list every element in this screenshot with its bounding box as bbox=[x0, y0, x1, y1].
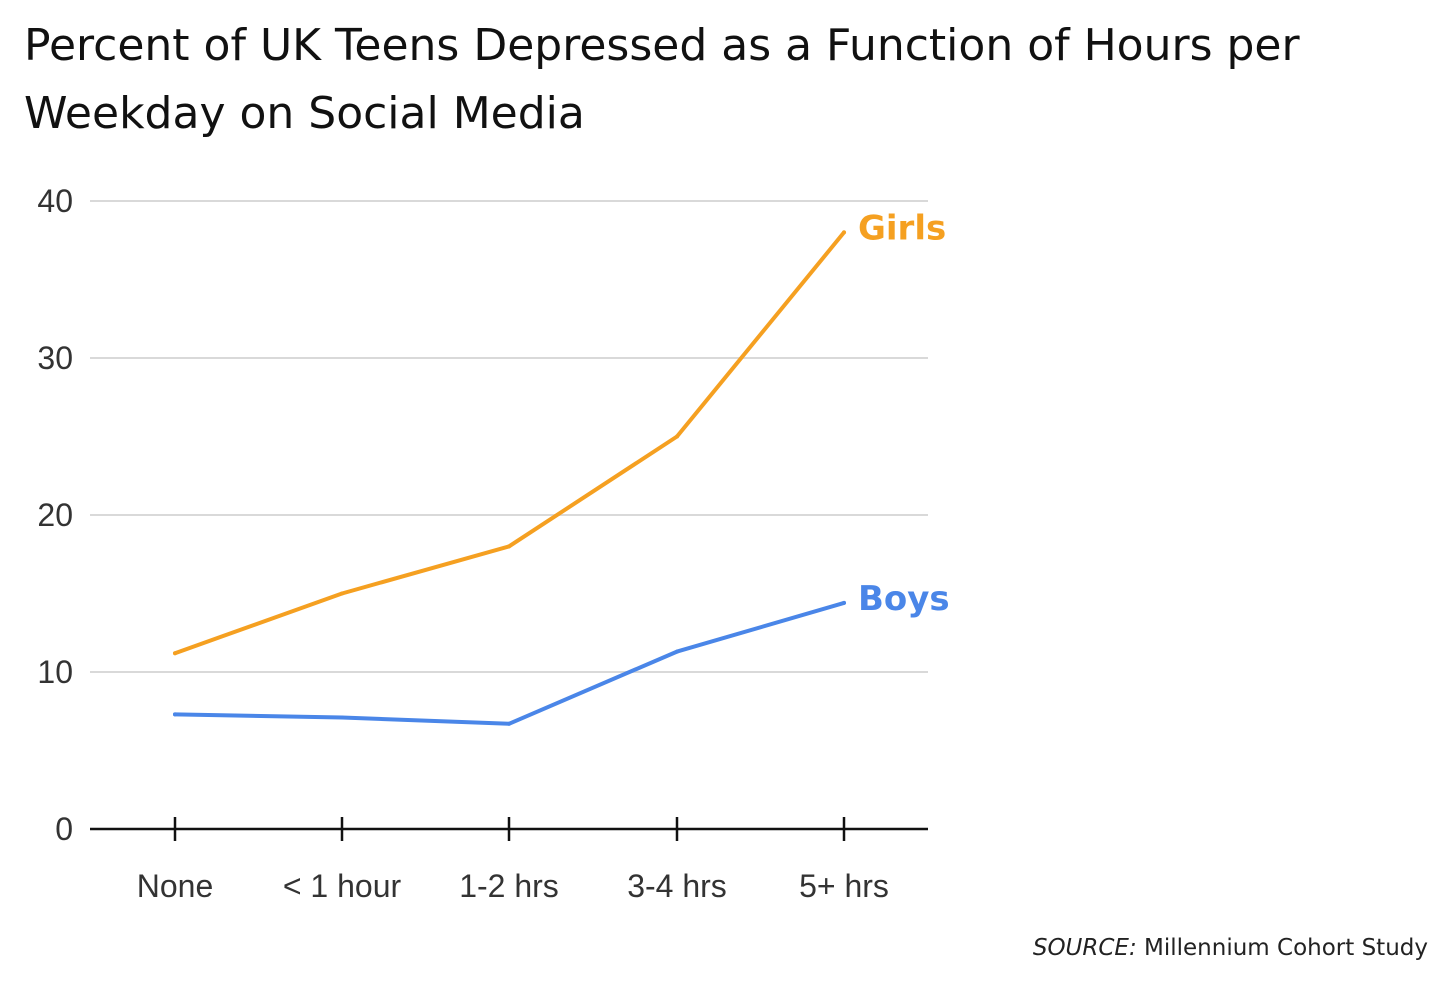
data-point-girls bbox=[340, 591, 344, 596]
y-tick-label-0: 0 bbox=[55, 811, 73, 847]
data-point-boys bbox=[507, 721, 511, 726]
data-point-girls bbox=[507, 544, 511, 549]
series-label-girls: Girls bbox=[858, 208, 946, 248]
x-tick-label: < 1 hour bbox=[283, 868, 402, 904]
data-point-boys bbox=[173, 712, 177, 717]
series-labels: Girls Boys bbox=[858, 208, 950, 619]
data-point-girls bbox=[675, 434, 679, 439]
source-name: Millennium Cohort Study bbox=[1137, 935, 1428, 961]
source-note: SOURCE: Millennium Cohort Study bbox=[1033, 935, 1428, 961]
chart-title-line-1: Percent of UK Teens Depressed as a Funct… bbox=[24, 20, 1300, 71]
y-tick-label-30: 30 bbox=[37, 340, 73, 376]
x-tick-label: 3-4 hrs bbox=[627, 868, 727, 904]
x-axis bbox=[90, 817, 928, 841]
data-point-boys bbox=[340, 715, 344, 720]
y-axis-tick-labels: 0 10 20 30 40 bbox=[37, 183, 73, 847]
series-line-girls bbox=[173, 230, 846, 656]
y-tick-label-10: 10 bbox=[37, 654, 73, 690]
series-lines bbox=[173, 230, 846, 726]
gridlines bbox=[90, 200, 928, 673]
x-tick-label: 1-2 hrs bbox=[459, 868, 559, 904]
x-tick-label: 5+ hrs bbox=[799, 868, 889, 904]
x-axis-tick-labels: None < 1 hour 1-2 hrs 3-4 hrs 5+ hrs bbox=[137, 868, 889, 904]
series-label-boys: Boys bbox=[858, 579, 950, 619]
data-point-girls bbox=[842, 230, 846, 235]
source-prefix: SOURCE: bbox=[1033, 935, 1137, 961]
y-tick-label-20: 20 bbox=[37, 497, 73, 533]
series-line-boys bbox=[173, 600, 846, 726]
chart-title-line-2: Weekday on Social Media bbox=[24, 88, 585, 139]
data-point-boys bbox=[842, 600, 846, 605]
data-point-girls bbox=[173, 651, 177, 656]
y-tick-label-40: 40 bbox=[37, 183, 73, 219]
x-tick-label: None bbox=[137, 868, 214, 904]
data-point-boys bbox=[675, 649, 679, 654]
